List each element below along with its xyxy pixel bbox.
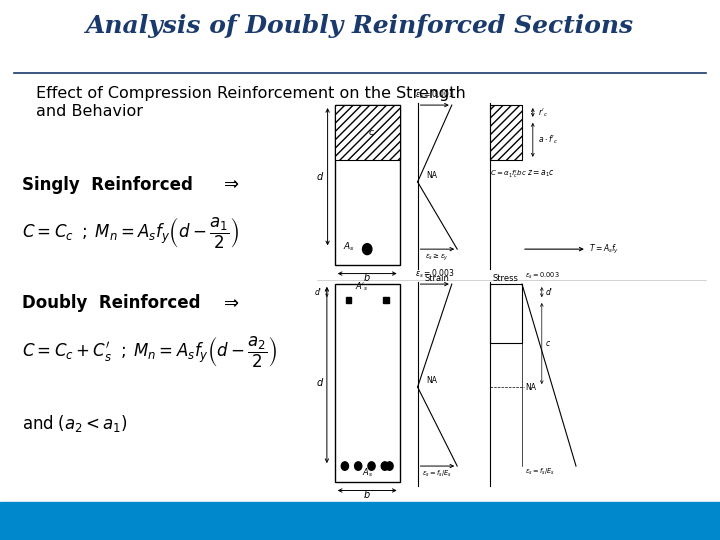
Text: b: b	[364, 490, 370, 500]
Bar	[490, 105, 522, 160]
Bar	[346, 297, 351, 303]
Text: d': d'	[546, 288, 553, 296]
Circle shape	[341, 462, 348, 470]
Text: $C = C_c \;\; ; \; M_n = A_s f_y \left( d - \dfrac{a_1}{2} \right)$: $C = C_c \;\; ; \; M_n = A_s f_y \left( …	[22, 216, 239, 251]
Bar	[335, 105, 400, 160]
Text: Stress: Stress	[493, 274, 518, 283]
Circle shape	[386, 462, 393, 470]
Circle shape	[368, 462, 375, 470]
Text: d: d	[317, 378, 323, 388]
Text: $A_s$: $A_s$	[343, 241, 355, 253]
Text: c: c	[369, 128, 373, 137]
Text: $\varepsilon_s = 0.003$: $\varepsilon_s = 0.003$	[525, 271, 559, 281]
Text: d: d	[317, 172, 323, 181]
Text: Singly  Reinforced: Singly Reinforced	[22, 176, 204, 193]
Circle shape	[354, 462, 362, 470]
Text: $\mathrm{and} \; \left( a_2 < a_1 \right)$: $\mathrm{and} \; \left( a_2 < a_1 \right…	[22, 413, 127, 434]
Text: $\varepsilon_c = 0.003$: $\varepsilon_c = 0.003$	[415, 89, 455, 101]
Text: $r'_c$: $r'_c$	[539, 106, 549, 119]
Text: $C = C_c + C^{\prime}_s \;\; ; \; M_n = A_s f_y \left( d - \dfrac{a_2}{2} \right: $C = C_c + C^{\prime}_s \;\; ; \; M_n = …	[22, 335, 277, 370]
Text: Analysis of Doubly Reinforced Sections: Analysis of Doubly Reinforced Sections	[86, 14, 634, 37]
Text: $\varepsilon_s = 0.003$: $\varepsilon_s = 0.003$	[415, 267, 455, 280]
Text: NA: NA	[426, 376, 438, 385]
Bar	[490, 284, 522, 343]
Text: NA: NA	[426, 171, 438, 180]
Text: $A_s$: $A_s$	[361, 467, 373, 479]
Text: Effect of Compression Reinforcement on the Strength
and Behavior: Effect of Compression Reinforcement on t…	[36, 86, 466, 119]
Text: $C = \alpha_1 f^\prime_c bc$: $C = \alpha_1 f^\prime_c bc$	[490, 169, 526, 181]
Text: b: b	[364, 273, 370, 283]
Text: $\varepsilon_s = f_s/E_s$: $\varepsilon_s = f_s/E_s$	[525, 467, 555, 477]
Text: Strain: Strain	[425, 274, 450, 283]
Circle shape	[362, 244, 372, 254]
Text: NA: NA	[525, 382, 536, 392]
Circle shape	[382, 462, 389, 470]
Text: c: c	[546, 339, 550, 348]
Text: $\varepsilon_s = f_s/E_s$: $\varepsilon_s = f_s/E_s$	[423, 468, 452, 478]
Text: $z = a_1 c$: $z = a_1 c$	[527, 168, 555, 179]
Text: d': d'	[315, 288, 322, 296]
Bar	[335, 284, 400, 482]
Text: $\Rightarrow$: $\Rightarrow$	[220, 293, 239, 311]
Bar	[335, 105, 400, 265]
Text: $\varepsilon_s \geq \varepsilon_y$: $\varepsilon_s \geq \varepsilon_y$	[426, 251, 449, 262]
Text: $a \cdot f'_c$: $a \cdot f'_c$	[539, 133, 558, 146]
Text: $A'_s$: $A'_s$	[355, 280, 369, 293]
Text: $\Rightarrow$: $\Rightarrow$	[220, 174, 239, 192]
Text: Doubly  Reinforced: Doubly Reinforced	[22, 294, 212, 312]
Bar	[383, 297, 389, 303]
Text: $T = A_s f_y$: $T = A_s f_y$	[588, 242, 618, 255]
